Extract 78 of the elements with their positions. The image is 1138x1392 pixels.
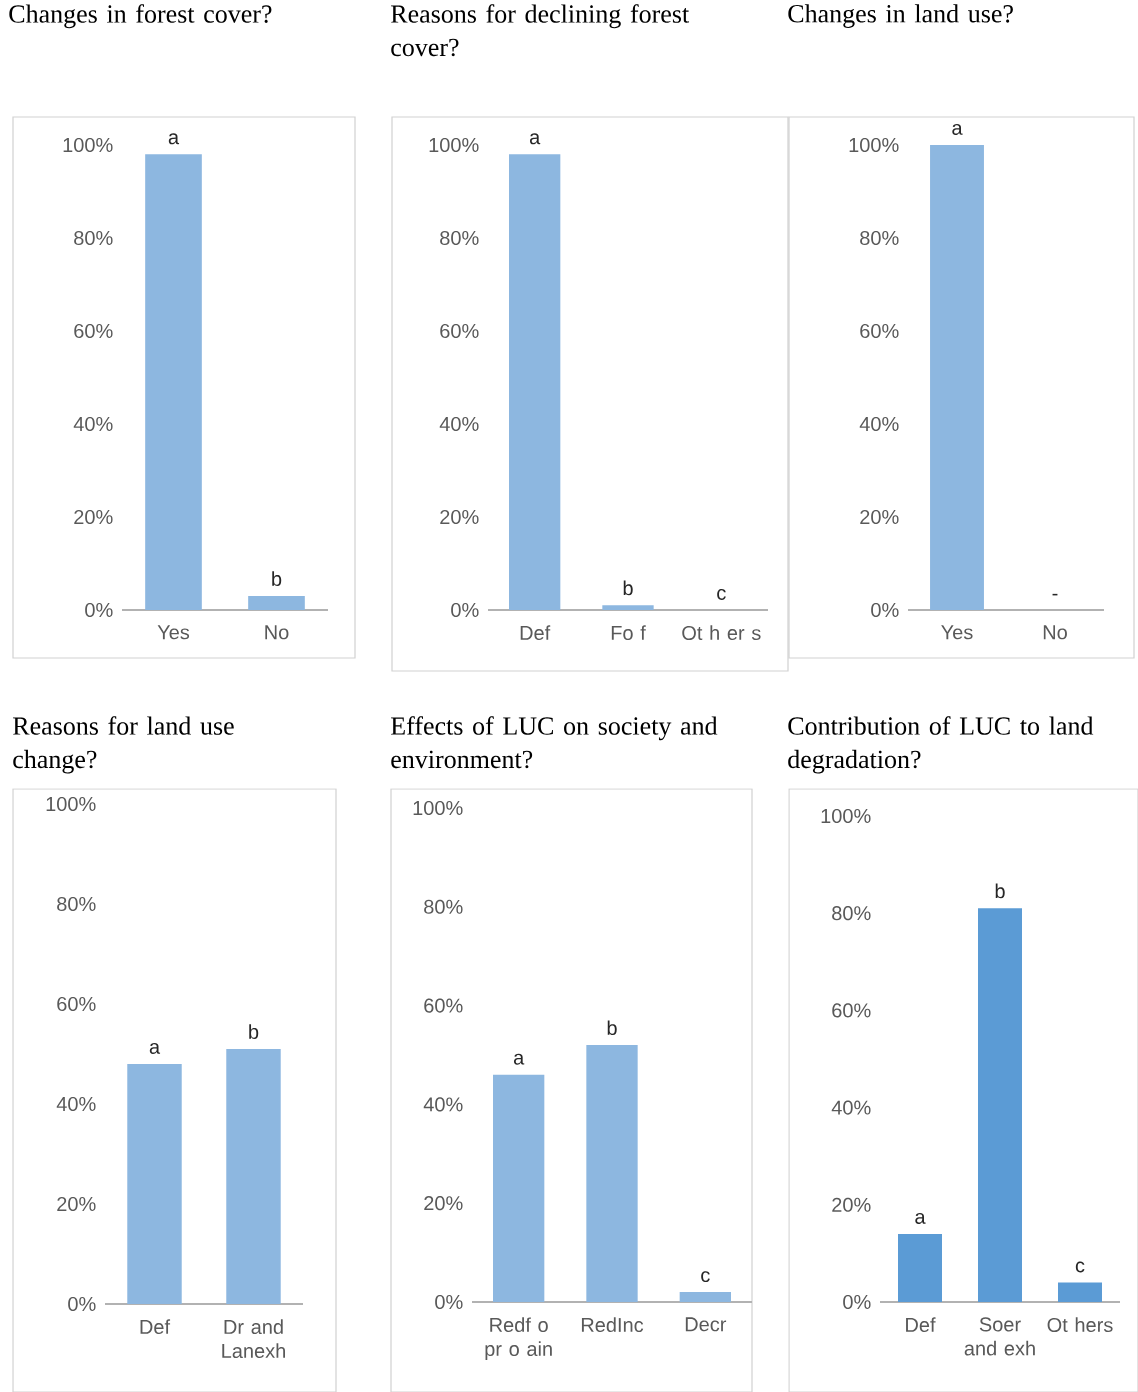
y-tick-label: 100% — [849, 137, 899, 153]
data-label: c — [1075, 1261, 1085, 1273]
x-tick-label: No — [265, 625, 289, 640]
bar — [978, 908, 1022, 1302]
data-label: - — [1052, 593, 1058, 596]
chart-title: Reasons for declining forest cover? — [391, 4, 690, 57]
x-tick-label: Dr and Lanexh — [222, 1319, 285, 1359]
y-tick-label: 40% — [439, 416, 479, 432]
bar — [493, 1074, 545, 1302]
y-tick-label: 60% — [832, 1003, 871, 1018]
data-label: b — [607, 1020, 617, 1036]
y-tick-label: 60% — [424, 998, 463, 1013]
y-tick-label: 100% — [821, 808, 871, 824]
x-tick-label: RedInc — [581, 1317, 644, 1333]
x-tick-label: No — [1043, 625, 1067, 640]
x-tick-label: Soer and exh — [964, 1317, 1035, 1356]
y-tick-label: 20% — [57, 1196, 96, 1212]
y-tick-label: 100% — [46, 796, 96, 812]
data-label: a — [149, 1043, 161, 1054]
data-label: b — [249, 1024, 259, 1039]
y-tick-label: 40% — [423, 1097, 463, 1112]
data-label: b — [272, 571, 282, 586]
y-tick-label: 0% — [451, 602, 479, 618]
y-tick-label: 0% — [843, 1294, 871, 1310]
data-label: a — [529, 133, 541, 145]
x-tick-label: Yes — [157, 625, 190, 640]
data-label: a — [915, 1212, 926, 1224]
y-tick-label: 80% — [57, 896, 96, 912]
data-label: b — [995, 883, 1005, 899]
x-tick-label: Redf o pr o ain — [485, 1317, 552, 1360]
y-tick-label: 0% — [68, 1296, 96, 1312]
data-label: a — [168, 133, 180, 145]
chart-title: Changes in forest cover? — [9, 4, 272, 29]
bar — [679, 1292, 731, 1302]
y-tick-label: 0% — [85, 602, 113, 618]
y-tick-label: 0% — [871, 602, 899, 618]
y-tick-label: 100% — [429, 137, 479, 153]
x-tick-label: Fo f — [611, 625, 646, 641]
y-tick-label: 60% — [440, 323, 479, 339]
y-tick-label: 60% — [57, 996, 96, 1012]
y-tick-label: 80% — [74, 230, 113, 246]
x-tick-label: Decr — [685, 1317, 727, 1332]
chart-title: Changes in land use? — [788, 4, 1013, 28]
bar — [586, 1045, 638, 1302]
data-label: a — [952, 124, 963, 135]
y-tick-label: 20% — [860, 509, 899, 525]
x-tick-label: Yes — [941, 625, 973, 640]
data-label: c — [717, 589, 726, 600]
y-tick-label: 100% — [63, 137, 113, 153]
x-tick-label: Def — [140, 1319, 171, 1335]
y-tick-label: 20% — [74, 509, 113, 525]
y-tick-label: 40% — [859, 416, 899, 432]
x-tick-label: Def — [906, 1317, 936, 1333]
y-tick-label: 40% — [56, 1096, 96, 1112]
x-tick-label: Ot hers — [1047, 1317, 1113, 1333]
bar — [898, 1233, 942, 1302]
data-label: b — [623, 580, 633, 596]
data-label: c — [701, 1271, 710, 1283]
y-tick-label: 80% — [424, 899, 463, 914]
x-tick-label: Def — [520, 625, 551, 641]
y-tick-label: 40% — [831, 1100, 871, 1115]
chart-title: Contribution of LUC to land degradation? — [788, 716, 1094, 774]
y-tick-label: 20% — [424, 1196, 463, 1211]
y-tick-label: 20% — [440, 509, 479, 525]
y-tick-label: 20% — [832, 1197, 871, 1212]
y-tick-label: 40% — [73, 416, 113, 432]
data-label: a — [513, 1053, 525, 1065]
y-tick-label: 80% — [440, 230, 479, 246]
bar — [1058, 1282, 1102, 1302]
y-tick-label: 60% — [74, 323, 113, 339]
y-tick-label: 0% — [435, 1294, 463, 1310]
chart-title: Reasons for land use change? — [13, 716, 234, 774]
y-tick-label: 80% — [860, 230, 899, 246]
y-tick-label: 100% — [413, 800, 463, 816]
y-tick-label: 80% — [832, 906, 871, 921]
x-tick-label: Ot h er s — [682, 625, 761, 641]
y-tick-label: 60% — [860, 323, 899, 339]
chart-title: Effects of LUC on society and environment? — [391, 716, 718, 769]
